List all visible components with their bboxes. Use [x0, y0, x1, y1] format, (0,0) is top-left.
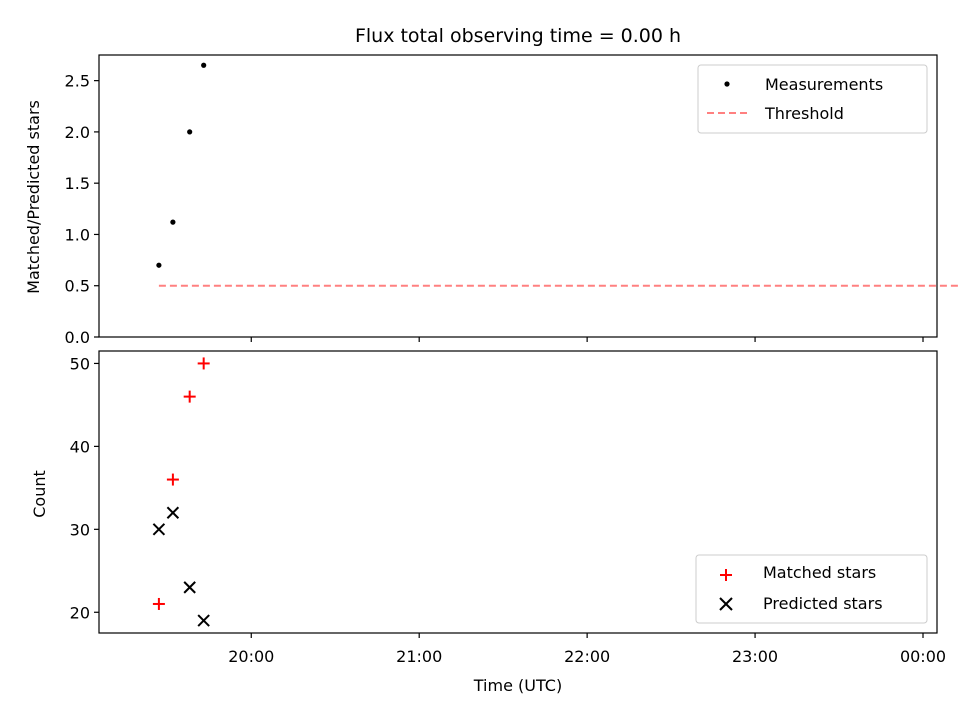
measurement-point — [170, 219, 176, 225]
measurement-point — [187, 129, 193, 135]
y-tick-label-top-3: 1.5 — [65, 174, 90, 193]
x-tick-label-4: 00:00 — [900, 647, 946, 666]
y-tick-label-bottom-1: 30 — [70, 520, 90, 539]
x-tick-label-3: 23:00 — [732, 647, 778, 666]
y-tick-label-top-2: 1.0 — [65, 225, 90, 244]
y-tick-label-top-5: 2.5 — [65, 72, 90, 91]
x-tick-label-2: 22:00 — [564, 647, 610, 666]
bottom-legend: Matched stars Predicted stars — [695, 554, 928, 624]
legend-matched-label: Matched stars — [763, 563, 876, 582]
matched-star-point — [152, 597, 165, 610]
legend-predicted-label: Predicted stars — [763, 594, 883, 613]
predicted-star-point — [183, 581, 196, 594]
predicted-star-point — [197, 614, 210, 627]
x-axis-label: Time (UTC) — [473, 676, 562, 695]
matched-star-point — [197, 357, 210, 370]
legend-matched-marker — [720, 569, 732, 581]
bottom-plot-area — [152, 357, 210, 627]
matched-star-point — [183, 390, 196, 403]
x-tick-label-1: 21:00 — [396, 647, 442, 666]
legend-measurements-label: Measurements — [765, 75, 883, 94]
x-tick-label-0: 20:00 — [228, 647, 274, 666]
bottom-axes-frame — [98, 350, 938, 634]
y-tick-label-bottom-0: 20 — [70, 603, 90, 622]
legend-predicted-marker — [719, 597, 733, 611]
top-axes-frame — [98, 54, 938, 338]
predicted-star-point — [152, 523, 166, 536]
legend-threshold-label: Threshold — [764, 104, 844, 123]
bottom-y-axis-label: Count — [30, 470, 49, 518]
measurement-point — [201, 62, 207, 68]
y-tick-label-top-4: 2.0 — [65, 123, 90, 142]
top-chart-title: Flux total observing time = 0.00 h — [355, 25, 681, 47]
y-tick-label-top-1: 0.5 — [65, 277, 90, 296]
matched-star-point — [166, 473, 179, 486]
legend-measurements-marker — [724, 81, 730, 87]
top-y-axis-label: Matched/Predicted stars — [24, 100, 43, 294]
predicted-star-point — [166, 506, 180, 519]
bottom-legend-box — [695, 554, 928, 624]
y-tick-label-bottom-3: 50 — [70, 354, 90, 373]
top-legend-box — [697, 64, 928, 134]
y-tick-label-bottom-2: 40 — [70, 437, 90, 456]
top-legend: Measurements Threshold — [697, 64, 928, 134]
measurement-point — [156, 262, 162, 268]
top-plot-area — [156, 62, 960, 287]
y-tick-label-top-0: 0.0 — [65, 328, 90, 347]
